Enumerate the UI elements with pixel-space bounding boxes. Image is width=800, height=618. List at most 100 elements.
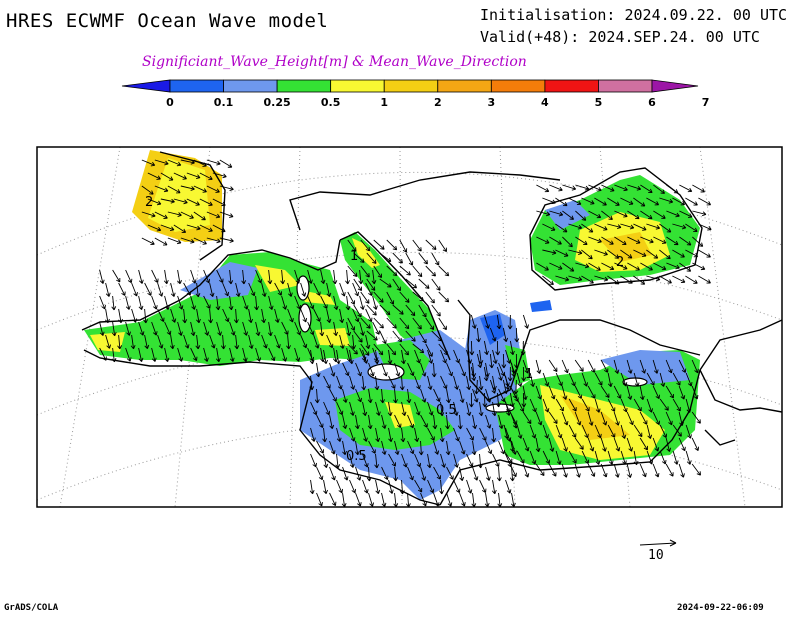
direction-arrow <box>588 262 601 271</box>
direction-arrow <box>399 479 405 495</box>
direction-arrow <box>362 479 369 494</box>
direction-arrow <box>379 278 392 288</box>
direction-arrow <box>274 308 280 323</box>
direction-arrow <box>431 362 437 378</box>
direction-arrow <box>118 282 126 296</box>
direction-arrow <box>267 321 273 337</box>
direction-arrow <box>698 275 711 284</box>
direction-arrow <box>186 224 201 231</box>
direction-arrow <box>355 492 362 507</box>
direction-arrow <box>380 388 385 404</box>
direction-arrow <box>347 291 356 305</box>
direction-arrow <box>594 223 608 231</box>
direction-arrow <box>111 295 117 311</box>
direction-arrow <box>529 450 537 465</box>
direction-arrow <box>548 411 558 424</box>
direction-arrow <box>427 375 433 390</box>
direction-arrow <box>594 424 602 439</box>
direction-arrow <box>679 210 693 218</box>
direction-arrow <box>503 398 511 413</box>
direction-arrow <box>607 223 622 230</box>
direction-arrow <box>507 314 513 330</box>
direction-arrow <box>459 440 466 455</box>
direction-arrow <box>639 359 646 374</box>
direction-arrow <box>400 349 406 365</box>
direction-arrow <box>522 463 530 478</box>
direction-arrow <box>555 197 568 207</box>
direction-arrow <box>639 437 648 451</box>
direction-arrow <box>154 211 168 219</box>
direction-arrow <box>491 479 497 495</box>
direction-arrow <box>125 321 131 336</box>
direction-arrow <box>219 211 234 218</box>
direction-arrow <box>613 463 620 478</box>
direction-arrow <box>575 184 590 191</box>
direction-arrow <box>516 450 525 464</box>
direction-arrow <box>542 372 550 387</box>
direction-arrow <box>659 223 672 233</box>
direction-arrow <box>195 282 201 298</box>
direction-arrow <box>600 463 608 478</box>
direction-arrow <box>219 237 234 243</box>
direction-arrow <box>99 295 106 310</box>
direction-arrow <box>594 197 607 206</box>
direction-arrow <box>427 349 434 364</box>
direction-arrow <box>685 197 698 206</box>
direction-arrow <box>607 398 616 412</box>
direction-arrow <box>372 321 380 335</box>
direction-arrow <box>549 210 564 217</box>
direction-arrow <box>678 437 686 452</box>
direction-arrow <box>167 237 182 245</box>
direction-arrow <box>99 321 105 336</box>
direction-arrow <box>381 440 387 455</box>
direction-arrow <box>652 437 660 452</box>
direction-arrow <box>678 463 685 478</box>
direction-arrow <box>495 392 501 408</box>
direction-arrow <box>438 343 449 356</box>
direction-arrow <box>203 347 209 362</box>
direction-arrow <box>607 197 620 206</box>
direction-arrow <box>562 210 575 220</box>
direction-arrow <box>261 308 266 324</box>
direction-arrow <box>199 198 213 206</box>
direction-arrow <box>640 262 653 271</box>
direction-arrow <box>359 295 365 310</box>
direction-arrow <box>374 453 380 469</box>
direction-arrow <box>320 269 326 284</box>
direction-arrow <box>336 479 343 494</box>
direction-arrow <box>581 450 590 464</box>
direction-arrow <box>626 437 633 452</box>
direction-arrow <box>352 308 360 323</box>
direction-arrow <box>568 197 582 206</box>
direction-arrow <box>418 278 430 289</box>
direction-arrow <box>420 466 427 481</box>
direction-arrow <box>646 275 661 282</box>
direction-arrow <box>491 427 497 443</box>
direction-arrow <box>433 388 441 402</box>
direction-arrow <box>459 388 465 403</box>
direction-arrow <box>440 453 446 468</box>
direction-arrow <box>672 197 686 206</box>
direction-arrow <box>309 479 315 495</box>
direction-arrow <box>568 450 577 464</box>
direction-arrow <box>147 172 161 180</box>
direction-arrow <box>388 427 393 443</box>
direction-arrow <box>457 414 463 430</box>
direction-arrow <box>640 210 653 220</box>
direction-arrow <box>427 401 434 416</box>
direction-arrow <box>414 401 421 416</box>
direction-arrow <box>607 450 614 465</box>
direction-arrow <box>439 479 444 495</box>
direction-arrow <box>561 411 569 426</box>
direction-arrow <box>472 466 479 481</box>
direction-arrow <box>489 379 497 394</box>
direction-arrow <box>180 211 194 219</box>
direction-arrow <box>620 249 633 259</box>
direction-arrow <box>633 275 646 285</box>
direction-arrow <box>360 343 370 356</box>
direction-arrow <box>653 210 666 219</box>
direction-arrow <box>186 172 201 179</box>
direction-arrow <box>549 262 563 270</box>
direction-arrow <box>620 450 627 465</box>
direction-arrow <box>199 172 213 181</box>
